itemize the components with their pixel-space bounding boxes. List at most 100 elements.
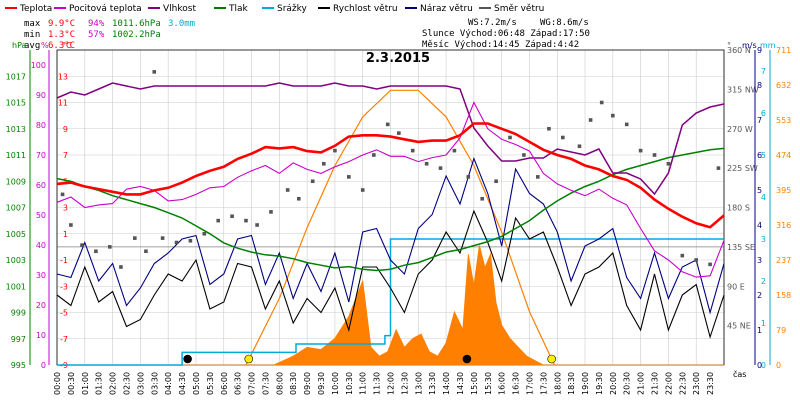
wind-direction-point [680,253,685,258]
axis-tick-deg: 135 SE [727,243,755,252]
series-line-temp [56,122,725,229]
x-tick-label: 13:00 [414,372,423,395]
wind-direction-point [296,196,301,201]
x-tick-label: 03:00 [136,372,145,395]
legend-label-4: Srážky [277,4,308,14]
axis-tick-hpa: 999 [11,309,26,318]
x-tick-label: 00:00 [53,372,62,395]
axis-tick-mm: 2 [761,277,766,286]
wind-direction-point [152,70,157,74]
wind-direction-point [69,223,73,227]
wind-direction-point [410,148,415,153]
stat-wg: WG:8.6m/s [540,18,589,28]
x-tick-label: 05:30 [206,372,215,395]
wind-direction-point [385,122,390,127]
x-tick-label: 06:30 [234,372,243,395]
axis-tick-pct: 80 [36,121,46,130]
wind-direction-point [397,131,401,135]
x-tick-label: 14:00 [442,372,451,395]
x-tick-label: 02:30 [122,372,131,395]
wind-direction-point [347,175,351,179]
x-tick-label: 21:00 [637,372,646,395]
wind-direction-point [708,262,712,267]
wind-direction-point [80,243,84,247]
stat-max-label: max [24,19,41,29]
wind-direction-point [716,166,721,170]
wind-direction-point [522,153,526,157]
wind-direction-point [508,135,512,140]
x-tick-label: 22:00 [664,372,673,395]
axis-tick-solar: 395 [776,186,791,195]
axis-tick-ms: 7 [757,116,762,125]
x-tick-label: 23:00 [692,372,701,395]
legend-label-5: Rychlost větru [333,4,398,14]
legend-label-2: Vlhkost [163,4,196,14]
wind-direction-point [322,161,326,166]
legend-label-0: Teplota [19,4,52,14]
wind-direction-point [244,218,248,223]
wind-direction-point [202,231,207,236]
axis-tick-solar: 711 [776,46,791,55]
x-tick-label: 08:30 [289,372,298,395]
x-tick-label: 23:30 [706,372,715,395]
stat-moon: Měsíc Východ:14:45 Západ:4:42 [422,40,579,50]
axis-tick-solar: 237 [776,256,791,265]
axis-tick-solar: 0 [776,361,781,370]
x-tick-label: 19:00 [581,372,590,395]
axis-tick-mm: 0 [761,361,766,370]
axis-tick-degc: 5 [63,177,68,186]
legend-label-3: Tlak [228,4,249,14]
x-tick-label: 03:30 [150,372,159,395]
axis-tick-hpa: 1007 [6,204,26,213]
stat-max-temp: 9.9°C [48,19,75,29]
axis-tick-hpa: 1003 [6,256,26,265]
x-tick-label: 10:00 [331,372,340,395]
stat-avg-temp: 6.3°C [48,41,75,51]
axis-tick-ms: 5 [757,186,762,195]
wind-direction-point [188,238,193,243]
stat-min-press: 1002.2hPa [112,30,161,40]
legend-label-7: Směr větru [494,4,544,14]
axis-tick-degc: 11 [58,99,68,108]
axis-tick-deg: 225 SW [727,164,758,173]
legend: Teplota Pocitová teplota Vlhkost Tlak Srážky… [5,4,544,14]
axis-tick-solar: 553 [776,116,791,125]
wind-direction-point [255,223,259,227]
axis-tick-hpa: 1013 [6,125,26,134]
x-tick-label: 15:30 [484,372,493,395]
wind-direction-point [108,245,112,249]
axis-tick-pct: 20 [36,301,46,310]
axis-tick-ms: 2 [757,291,762,300]
x-tick-label: 07:30 [261,372,270,395]
wind-direction-point [452,148,457,153]
x-tick-label: 12:00 [387,372,396,395]
series-line-wind [56,209,725,339]
marker-sunset [547,354,556,364]
axis-tick-degc: -3 [60,282,68,291]
axis-tick-pct: 70 [36,151,46,160]
axis-tick-pct: 30 [36,271,46,280]
legend-label-6: Náraz větru [420,4,473,14]
legend-label-1: Pocitová teplota [69,4,142,14]
wind-direction-point [333,148,337,153]
series-solar-area [57,245,724,366]
x-tick-label: 09:00 [303,372,312,395]
wind-direction-point [144,249,148,254]
x-tick-label: 18:30 [567,372,576,395]
x-tick-label: 20:30 [623,372,632,395]
axis-tick-ms: 0 [757,361,762,370]
x-tick-label: 01:30 [95,372,104,395]
axis-tick-solar: 158 [776,291,791,300]
wind-direction-point [466,175,471,179]
axis-label-mm: mm [760,41,776,50]
axis-tick-hpa: 1005 [6,230,26,239]
stat-max-rain: 3.0mm [168,19,195,29]
axis-tick-deg: 270 W [727,125,753,134]
axis-tick-ms: 9 [757,46,762,55]
wind-direction-point [694,258,699,262]
axis-tick-hpa: 997 [11,335,26,344]
x-tick-label: 11:30 [373,372,382,395]
wind-direction-point [285,188,290,192]
wind-direction-point [119,265,123,269]
